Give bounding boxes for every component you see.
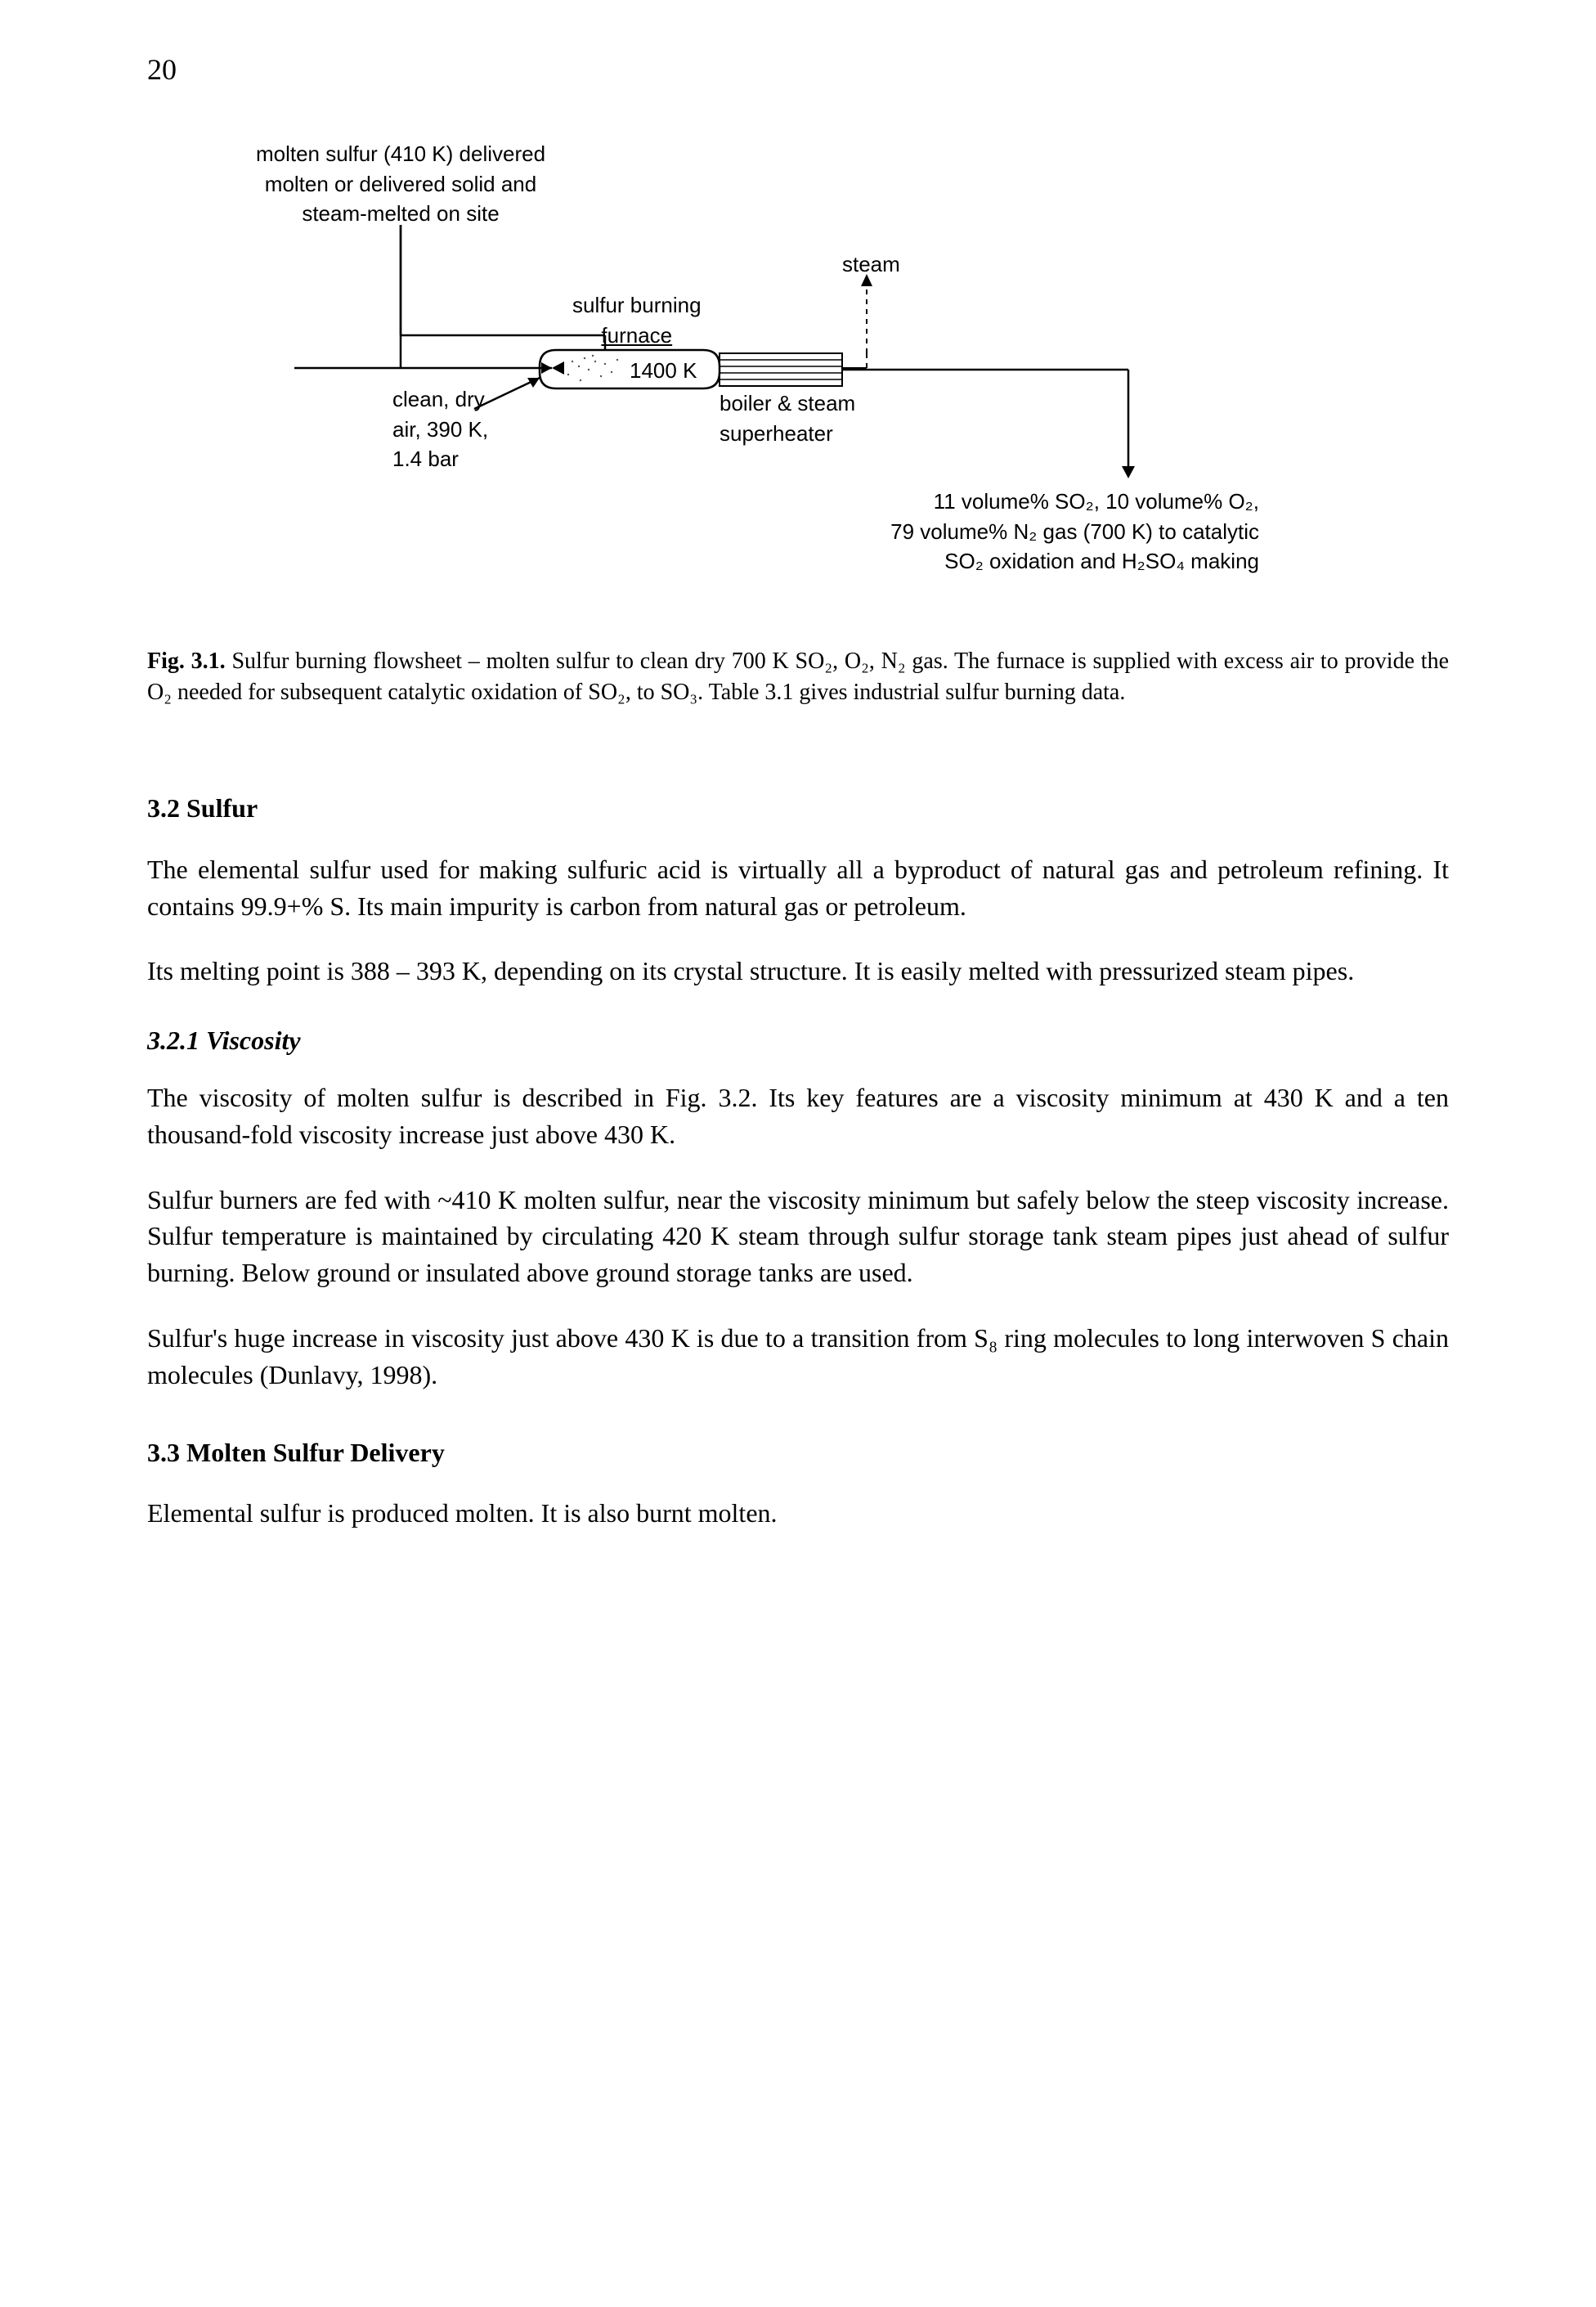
diagram-furnace-label: sulfur burning furnace — [572, 290, 702, 350]
section-3-2-1-heading: 3.2.1 Viscosity — [147, 1022, 1449, 1059]
section-3-3-heading: 3.3 Molten Sulfur Delivery — [147, 1434, 1449, 1471]
section-3-2-para1: The elemental sulfur used for making sul… — [147, 851, 1449, 925]
section-3-2-1-para1: The viscosity of molten sulfur is descri… — [147, 1079, 1449, 1153]
section-3-2-1-para2: Sulfur burners are fed with ~410 K molte… — [147, 1182, 1449, 1291]
diagram-output-label: 11 volume% SO₂, 10 volume% O₂, 79 volume… — [850, 487, 1259, 576]
diagram-boiler-label: boiler & steam superheater — [720, 388, 855, 448]
section-3-2-para2: Its melting point is 388 – 393 K, depend… — [147, 953, 1449, 990]
section-3-3-para1: Elemental sulfur is produced molten. It … — [147, 1495, 1449, 1532]
flowsheet-diagram: molten sulfur (410 K) delivered molten o… — [147, 139, 1449, 613]
diagram-molten-sulfur-label: molten sulfur (410 K) delivered molten o… — [180, 139, 621, 228]
diagram-steam-label: steam — [842, 249, 900, 279]
page-number: 20 — [147, 49, 1449, 90]
section-3-2-1-para3: Sulfur's huge increase in viscosity just… — [147, 1320, 1449, 1394]
diagram-air-label: clean, dry air, 390 K, 1.4 bar — [392, 384, 488, 474]
diagram-temp-label: 1400 K — [630, 356, 697, 385]
section-3-2-heading: 3.2 Sulfur — [147, 790, 1449, 827]
figure-caption: Fig. 3.1. Sulfur burning flowsheet – mol… — [147, 646, 1449, 708]
